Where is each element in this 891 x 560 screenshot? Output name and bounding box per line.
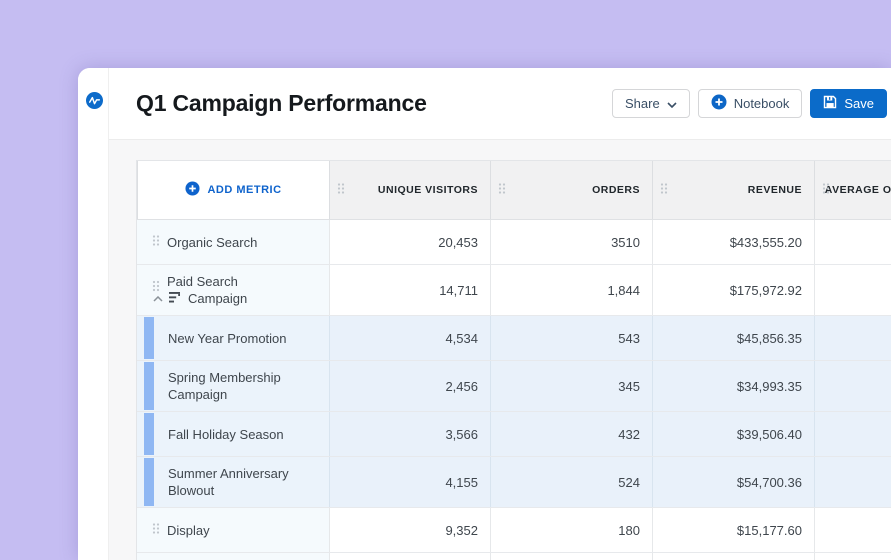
unique-visitors-cell[interactable]: 4,155: [329, 457, 490, 507]
row-label-cell[interactable]: New Year Promotion: [137, 316, 329, 360]
metrics-table: ADD METRIC UNIQUE VISITORS ORDERS REVENUE A…: [136, 160, 891, 560]
average-order-value-cell[interactable]: [814, 316, 891, 360]
drag-handle-icon[interactable]: [822, 183, 830, 198]
orders-cell[interactable]: 432: [490, 412, 652, 456]
table-row[interactable]: Fall Holiday Season 3,566 432 $39,506.40: [137, 411, 891, 456]
save-button[interactable]: Save: [810, 89, 887, 118]
unique-visitors-cell[interactable]: 9,352: [329, 508, 490, 552]
orders-cell[interactable]: 3510: [490, 220, 652, 264]
revenue-cell[interactable]: $175,972.92: [652, 265, 814, 315]
orders-cell[interactable]: [490, 553, 652, 560]
column-header[interactable]: UNIQUE VISITORS: [329, 161, 490, 219]
save-button-label: Save: [844, 96, 874, 111]
metric-app-icon[interactable]: [86, 92, 103, 109]
drag-handle-icon[interactable]: [337, 183, 345, 198]
unique-visitors-cell[interactable]: 2,456: [329, 361, 490, 411]
drag-handle-icon[interactable]: [152, 522, 160, 539]
plus-circle-icon: [185, 181, 200, 199]
table-row[interactable]: New Year Promotion 4,534 543 $45,856.35: [137, 315, 891, 360]
table-row[interactable]: Organic Search 20,453 3510 $433,555.20: [137, 220, 891, 264]
notebook-button-label: Notebook: [733, 96, 790, 111]
row-label: Fall Holiday Season: [168, 426, 284, 442]
column-header-label: REVENUE: [747, 184, 802, 196]
table-row[interactable]: Paid Search Campaign: [137, 264, 891, 315]
column-header-label: ORDERS: [592, 184, 640, 196]
average-order-value-cell[interactable]: [814, 412, 891, 456]
unique-visitors-cell[interactable]: 3,566: [329, 412, 490, 456]
average-order-value-cell[interactable]: [814, 265, 891, 315]
drag-handle-icon[interactable]: [152, 279, 160, 296]
row-label: Spring Membership Campaign: [168, 370, 281, 402]
revenue-cell[interactable]: $39,506.40: [652, 412, 814, 456]
orders-cell[interactable]: 345: [490, 361, 652, 411]
average-order-value-cell[interactable]: [814, 553, 891, 560]
left-rail: [78, 68, 109, 560]
unique-visitors-cell[interactable]: 14,711: [329, 265, 490, 315]
unique-visitors-cell[interactable]: [329, 553, 490, 560]
orders-cell[interactable]: 1,844: [490, 265, 652, 315]
chevron-down-icon: [667, 96, 677, 111]
column-header[interactable]: REVENUE: [652, 161, 814, 219]
row-label-cell[interactable]: Display: [137, 508, 329, 552]
revenue-cell[interactable]: [652, 553, 814, 560]
content-area: ADD METRIC UNIQUE VISITORS ORDERS REVENUE A…: [109, 140, 891, 560]
orders-cell[interactable]: 180: [490, 508, 652, 552]
row-label: Display: [167, 522, 210, 538]
row-label: Paid Search: [167, 274, 238, 289]
average-order-value-cell[interactable]: [814, 457, 891, 507]
share-button[interactable]: Share: [612, 89, 690, 118]
drag-handle-icon[interactable]: [152, 234, 160, 251]
row-label-cell[interactable]: Fall Holiday Season: [137, 412, 329, 456]
plus-circle-icon: [711, 94, 727, 113]
chevron-up-icon[interactable]: [153, 295, 163, 302]
table-body: Organic Search 20,453 3510 $433,555.20 P…: [137, 220, 891, 560]
orders-cell[interactable]: 543: [490, 316, 652, 360]
title-bar: Q1 Campaign Performance Share Notebook: [109, 68, 891, 140]
revenue-cell[interactable]: $45,856.35: [652, 316, 814, 360]
table-row[interactable]: Display 9,352 180 $15,177.60: [137, 507, 891, 552]
row-label-cell[interactable]: [137, 553, 329, 560]
column-header[interactable]: AVERAGE ORDER VALUE: [814, 161, 891, 219]
unique-visitors-cell[interactable]: 20,453: [329, 220, 490, 264]
table-row[interactable]: Summer Anniversary Blowout 4,155 524 $54…: [137, 456, 891, 507]
table-scroll-area[interactable]: ADD METRIC UNIQUE VISITORS ORDERS REVENUE A…: [136, 160, 891, 560]
page-title: Q1 Campaign Performance: [136, 90, 427, 116]
revenue-cell[interactable]: $54,700.36: [652, 457, 814, 507]
row-label-cell[interactable]: Summer Anniversary Blowout: [137, 457, 329, 507]
orders-cell[interactable]: 524: [490, 457, 652, 507]
column-header-label: UNIQUE VISITORS: [377, 184, 478, 196]
average-order-value-cell[interactable]: [814, 361, 891, 411]
add-metric-label: ADD METRIC: [207, 184, 282, 196]
column-header[interactable]: ORDERS: [490, 161, 652, 219]
revenue-cell[interactable]: $15,177.60: [652, 508, 814, 552]
revenue-cell[interactable]: $34,993.35: [652, 361, 814, 411]
drag-handle-icon[interactable]: [660, 183, 668, 198]
unique-visitors-cell[interactable]: 4,534: [329, 316, 490, 360]
breakdown-icon: [169, 290, 182, 307]
row-label-cell[interactable]: Organic Search: [137, 220, 329, 264]
row-label: New Year Promotion: [168, 330, 287, 346]
share-button-label: Share: [625, 96, 660, 111]
drag-handle-icon[interactable]: [498, 183, 506, 198]
column-header-label: AVERAGE ORDER VALUE: [824, 184, 891, 196]
revenue-cell[interactable]: $433,555.20: [652, 220, 814, 264]
notebook-button[interactable]: Notebook: [697, 89, 803, 118]
row-label-cell[interactable]: Spring Membership Campaign: [137, 361, 329, 411]
row-label: Summer Anniversary Blowout: [168, 466, 289, 498]
row-label-line2: Campaign: [188, 291, 248, 306]
table-header-row: ADD METRIC UNIQUE VISITORS ORDERS REVENUE A…: [137, 161, 891, 220]
row-label-cell[interactable]: Paid Search Campaign: [137, 265, 329, 315]
row-label: Organic Search: [167, 234, 258, 250]
add-metric-button[interactable]: ADD METRIC: [137, 161, 329, 219]
save-icon: [823, 95, 837, 112]
table-row[interactable]: [137, 552, 891, 560]
main-card: Q1 Campaign Performance Share Notebook: [78, 68, 891, 560]
table-row[interactable]: Spring Membership Campaign 2,456 345 $34…: [137, 360, 891, 411]
average-order-value-cell[interactable]: [814, 220, 891, 264]
average-order-value-cell[interactable]: [814, 508, 891, 552]
